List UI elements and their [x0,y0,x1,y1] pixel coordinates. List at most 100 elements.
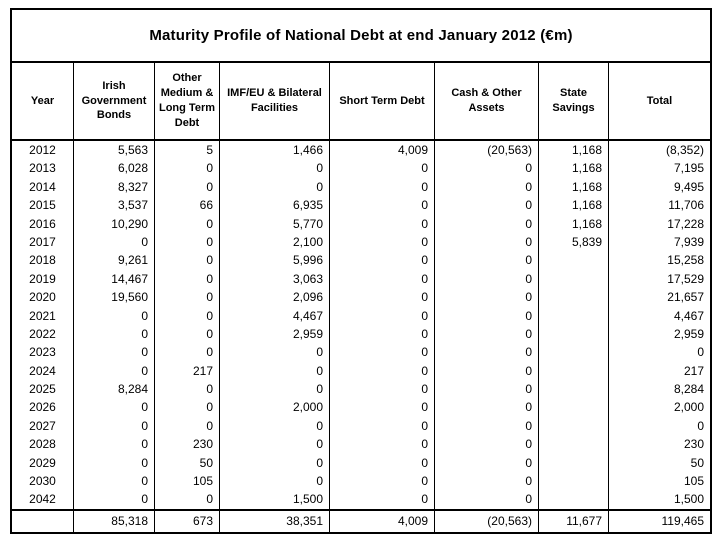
value-cell: 0 [74,416,155,436]
value-cell: 0 [330,361,435,381]
header-row: Year Irish Government Bonds Other Medium &… [12,63,710,141]
value-cell: (8,352) [665,143,704,157]
value-cell: 0 [435,380,539,399]
table-row-2019: 2019 14,467 0 3,063 0 0 17,529 [12,269,710,289]
value-cell: 0 [435,214,539,233]
table-row-2022: 2022 0 0 2,959 0 0 2,959 [12,324,710,344]
value-cell: 0 [220,380,330,399]
value-cell: 11,677 [539,510,609,532]
value-cell: 66 [155,196,220,215]
table-row-2024: 2024 0 217 0 0 0 217 [12,361,710,381]
table-body: 2012 5,563 5 1,466 4,009 (20,563) 1,168 (8,352)… [12,141,710,509]
value-cell: 0 [330,453,435,473]
value-cell: 0 [697,345,704,360]
value-cell: 0 [155,398,220,417]
value-cell [539,306,609,325]
year-cell: 2014 [12,177,74,197]
value-cell: 0 [330,159,435,178]
value-cell: 0 [330,435,435,454]
value-cell [539,398,609,417]
year-cell: 2042 [12,490,74,509]
column-header-imf-eu-bilateral-facilities: IMF/EU & Bilateral Facilities [220,63,330,139]
value-cell: 119,465 [661,513,705,528]
value-cell: 0 [435,343,539,362]
value-cell: 5,563 [74,141,155,160]
value-cell: 0 [435,416,539,436]
value-cell: 2,959 [673,326,704,341]
value-cell: 1,168 [539,159,609,178]
value-cell: 0 [74,343,155,362]
value-cell: 230 [155,435,220,454]
year-cell: 2024 [12,361,74,381]
value-cell: 19,560 [74,288,155,307]
column-header-short-term-debt: Short Term Debt [330,63,435,139]
value-cell: 7,939 [673,234,704,249]
value-cell: 0 [330,288,435,307]
value-cell: 0 [155,232,220,252]
table-row-2028: 2028 0 230 0 0 0 230 [12,435,710,454]
table-row-2042: 2042 0 0 1,500 0 0 1,500 [12,490,710,509]
value-cell: 0 [435,490,539,509]
value-cell: 0 [155,343,220,362]
value-cell: 0 [74,306,155,325]
table-row-2013: 2013 6,028 0 0 0 0 1,168 7,195 [12,159,710,178]
year-cell: 2023 [12,343,74,362]
value-cell: 50 [690,455,704,470]
value-cell: 2,096 [220,288,330,307]
value-cell: 21,657 [667,290,704,305]
value-cell: 2,959 [220,324,330,344]
year-cell: 2022 [12,324,74,344]
value-cell: (20,563) [435,141,539,160]
value-cell: 0 [220,472,330,491]
value-cell: 0 [435,453,539,473]
value-cell: 0 [330,177,435,197]
value-cell: 4,009 [330,141,435,160]
value-cell: 1,466 [220,141,330,160]
column-header-cash-other-assets: Cash & Other Assets [435,63,539,139]
table-row-2014: 2014 8,327 0 0 0 0 1,168 9,495 [12,177,710,197]
value-cell: 0 [74,324,155,344]
value-cell: 2,100 [220,232,330,252]
value-cell: 2,000 [673,400,704,415]
value-cell [539,361,609,381]
year-cell: 2027 [12,416,74,436]
year-cell: 2012 [12,141,74,160]
year-cell: 2028 [12,435,74,454]
column-header-other-medium-long-term-debt: Other Medium & Long Term Debt [155,63,220,139]
value-cell: 0 [330,306,435,325]
table-row-2020: 2020 19,560 0 2,096 0 0 21,657 [12,288,710,307]
value-cell: 2,000 [220,398,330,417]
value-cell: 0 [155,214,220,233]
year-cell: 2030 [12,472,74,491]
year-cell: 2019 [12,269,74,289]
value-cell: 0 [435,159,539,178]
year-cell: 2029 [12,453,74,473]
value-cell: 0 [435,288,539,307]
value-cell: 0 [220,159,330,178]
value-cell: 8,284 [74,380,155,399]
value-cell: 0 [74,232,155,252]
table-row-2027: 2027 0 0 0 0 0 0 [12,416,710,436]
value-cell: 0 [155,380,220,399]
value-cell: 217 [683,363,704,378]
totals-row: 85,318 673 38,351 4,009 (20,563) 11,677 119,46… [12,508,710,532]
year-cell: 2018 [12,251,74,270]
year-cell: 2021 [12,306,74,325]
value-cell: 0 [220,361,330,381]
value-cell: 3,063 [220,269,330,289]
value-cell: 0 [435,435,539,454]
year-cell: 2016 [12,214,74,233]
year-cell: 2020 [12,288,74,307]
value-cell: 105 [683,474,704,489]
value-cell: 50 [155,453,220,473]
value-cell: 0 [74,490,155,509]
value-cell: 0 [330,490,435,509]
table-row-2016: 2016 10,290 0 5,770 0 0 1,168 17,228 [12,214,710,233]
value-cell [539,472,609,491]
value-cell: 105 [155,472,220,491]
value-cell [539,343,609,362]
year-cell: 2026 [12,398,74,417]
value-cell: 0 [220,435,330,454]
value-cell: 0 [155,324,220,344]
value-cell: 0 [155,159,220,178]
